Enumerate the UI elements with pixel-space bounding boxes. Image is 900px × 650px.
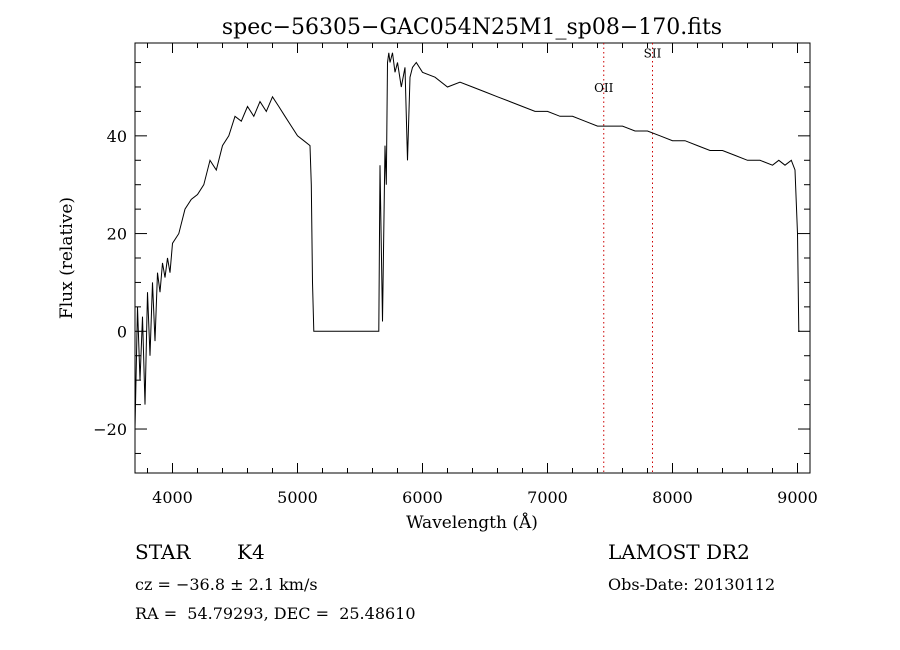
y-tick-label: −20 xyxy=(93,420,127,439)
x-tick-label: 8000 xyxy=(652,488,693,507)
chart-title: spec−56305−GAC054N25M1_sp08−170.fits xyxy=(222,15,722,40)
x-tick-label: 5000 xyxy=(277,488,318,507)
line-label-sii: SII xyxy=(644,47,662,61)
y-tick-label: 0 xyxy=(117,322,127,341)
coordinates: RA = 54.79293, DEC = 25.48610 xyxy=(135,604,416,623)
x-tick-label: 9000 xyxy=(777,488,818,507)
x-tick-label: 7000 xyxy=(527,488,568,507)
y-tick-label: 20 xyxy=(107,225,127,244)
object-class: STAR xyxy=(135,540,191,564)
x-tick-label: 6000 xyxy=(402,488,443,507)
x-tick-label: 4000 xyxy=(152,488,193,507)
survey-name: LAMOST DR2 xyxy=(608,540,750,564)
line-label-oii: OII xyxy=(594,81,614,95)
y-axis-label: Flux (relative) xyxy=(57,197,77,319)
y-tick-label: 40 xyxy=(107,127,127,146)
x-axis-label: Wavelength (Å) xyxy=(406,512,538,533)
observation-date: Obs-Date: 20130112 xyxy=(608,575,776,594)
spectrum-line xyxy=(134,52,800,430)
redshift-cz: cz = −36.8 ± 2.1 km/s xyxy=(135,575,318,594)
plot-frame xyxy=(134,42,811,474)
spectral-subclass: K4 xyxy=(237,540,265,564)
